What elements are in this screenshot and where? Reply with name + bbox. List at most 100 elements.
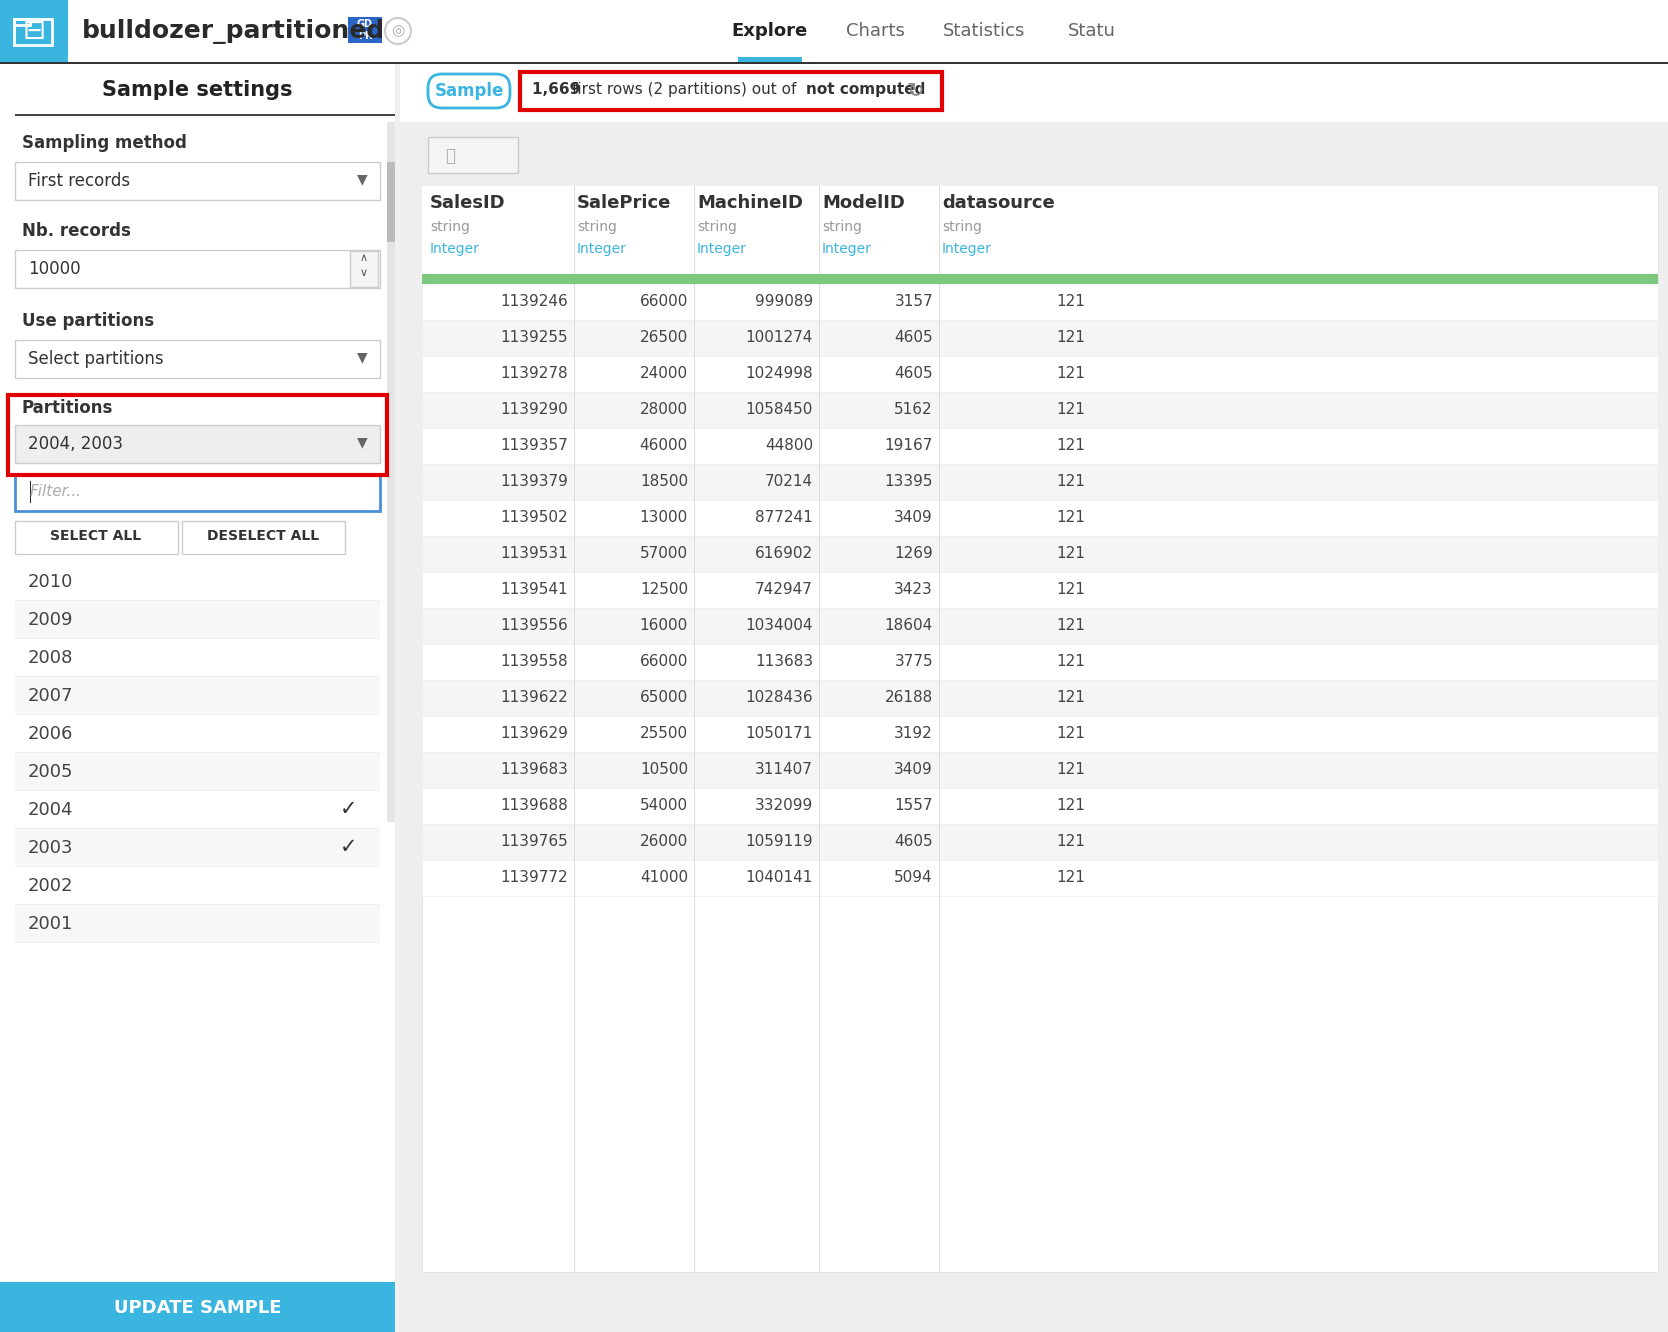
Bar	[15, 867, 380, 904]
Text: Explore: Explore	[732, 23, 807, 40]
Text: 1139683: 1139683	[500, 762, 569, 777]
Bar	[15, 115, 395, 116]
Text: 2005: 2005	[28, 763, 73, 781]
Text: 54000: 54000	[641, 798, 687, 813]
Text: 1034004: 1034004	[746, 618, 812, 633]
Text: 70214: 70214	[766, 474, 812, 489]
Text: string: string	[430, 220, 470, 234]
Text: GD: GD	[357, 19, 374, 29]
Text: 2001: 2001	[28, 915, 73, 932]
Text: 26000: 26000	[641, 834, 687, 848]
Bar	[15, 250, 380, 288]
Bar	[422, 186, 1658, 1272]
Text: 1139255: 1139255	[500, 330, 569, 345]
Text: 57000: 57000	[641, 546, 687, 561]
Text: 2004: 2004	[28, 801, 73, 819]
Bar	[15, 791, 380, 829]
Bar	[422, 186, 1658, 274]
Text: 1139357: 1139357	[500, 438, 569, 453]
Text: 18604: 18604	[884, 618, 932, 633]
Text: 65000: 65000	[641, 690, 687, 705]
Text: 1139502: 1139502	[500, 510, 569, 525]
Text: 877241: 877241	[756, 510, 812, 525]
Text: Integer: Integer	[697, 242, 747, 256]
Text: 332099: 332099	[754, 798, 812, 813]
Text: 1139772: 1139772	[500, 870, 569, 884]
Bar	[422, 717, 1658, 753]
Text: ◎: ◎	[392, 24, 405, 39]
Text: string: string	[942, 220, 982, 234]
Text: 1557: 1557	[894, 798, 932, 813]
Text: ModelID: ModelID	[822, 194, 904, 212]
Text: string: string	[697, 220, 737, 234]
Bar	[400, 124, 1668, 1332]
Bar	[422, 392, 1658, 428]
Bar	[349, 17, 382, 43]
Text: 121: 121	[1056, 366, 1084, 381]
Text: 2002: 2002	[28, 876, 73, 895]
Text: 4605: 4605	[894, 330, 932, 345]
Text: DESELECT ALL: DESELECT ALL	[207, 529, 319, 543]
Bar	[400, 63, 1668, 1332]
Text: 3409: 3409	[894, 762, 932, 777]
Bar	[15, 753, 380, 791]
Text: Integer: Integer	[822, 242, 872, 256]
Bar	[387, 123, 395, 822]
Text: 25500: 25500	[641, 726, 687, 741]
Text: first rows (2 partitions) out of: first rows (2 partitions) out of	[572, 83, 801, 97]
Bar	[422, 789, 1658, 825]
Text: 1139246: 1139246	[500, 294, 569, 309]
Bar	[0, 0, 68, 63]
Text: SELECT ALL: SELECT ALL	[50, 529, 142, 543]
Bar	[422, 500, 1658, 535]
Text: 46000: 46000	[641, 438, 687, 453]
Text: 121: 121	[1056, 546, 1084, 561]
Text: 1139558: 1139558	[500, 654, 569, 669]
Text: 121: 121	[1056, 762, 1084, 777]
Text: string: string	[577, 220, 617, 234]
Bar	[422, 607, 1658, 643]
Text: 121: 121	[1056, 870, 1084, 884]
Text: Statistics: Statistics	[942, 23, 1026, 40]
Bar	[422, 860, 1658, 896]
Text: 1139556: 1139556	[500, 618, 569, 633]
Text: ✓: ✓	[340, 836, 357, 856]
Text: ▼: ▼	[357, 436, 367, 449]
Bar	[422, 535, 1658, 571]
Text: 616902: 616902	[756, 546, 812, 561]
Text: ▼: ▼	[357, 172, 367, 186]
Bar	[182, 521, 345, 554]
Text: 66000: 66000	[639, 294, 687, 309]
Text: 13000: 13000	[641, 510, 687, 525]
Text: 10000: 10000	[28, 260, 80, 278]
Text: Integer: Integer	[577, 242, 627, 256]
Bar	[15, 476, 380, 511]
Bar	[387, 163, 395, 242]
Text: 1269: 1269	[894, 546, 932, 561]
Text: Select partitions: Select partitions	[28, 350, 163, 368]
Text: 121: 121	[1056, 510, 1084, 525]
Bar	[15, 904, 380, 943]
Text: 2004, 2003: 2004, 2003	[28, 436, 123, 453]
Text: 26188: 26188	[884, 690, 932, 705]
Text: 2007: 2007	[28, 687, 73, 705]
Text: 1139531: 1139531	[500, 546, 569, 561]
Text: Use partitions: Use partitions	[22, 312, 153, 330]
Text: datasource: datasource	[942, 194, 1054, 212]
Text: Nb. records: Nb. records	[22, 222, 130, 240]
Text: 24000: 24000	[641, 366, 687, 381]
Bar	[737, 57, 802, 63]
Text: UPDATE SAMPLE: UPDATE SAMPLE	[113, 1299, 282, 1317]
Text: 121: 121	[1056, 438, 1084, 453]
Text: 3409: 3409	[894, 510, 932, 525]
Bar	[0, 63, 1668, 64]
Text: 121: 121	[1056, 402, 1084, 417]
Text: 5162: 5162	[894, 402, 932, 417]
Bar	[15, 425, 380, 464]
Bar	[422, 356, 1658, 392]
Bar	[400, 63, 1668, 123]
Bar	[422, 428, 1658, 464]
Text: Sample settings: Sample settings	[102, 80, 294, 100]
Text: 113683: 113683	[756, 654, 812, 669]
Bar	[350, 250, 379, 286]
